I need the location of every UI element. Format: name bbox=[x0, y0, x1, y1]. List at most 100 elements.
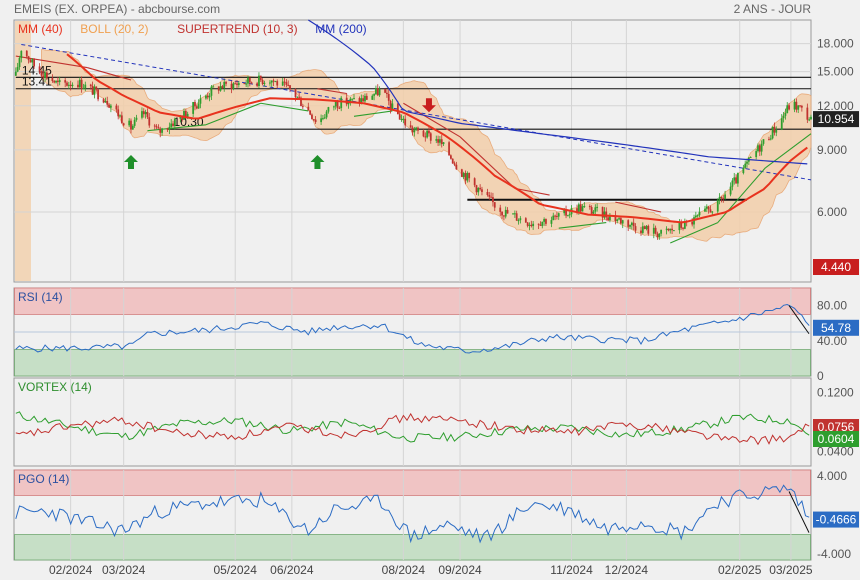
candle-body bbox=[545, 219, 547, 224]
supertrend-segment bbox=[353, 110, 393, 117]
candle-body bbox=[519, 218, 522, 221]
candle-body bbox=[630, 222, 633, 226]
candle-body bbox=[69, 84, 72, 87]
price-tick-label: 9.000 bbox=[817, 143, 847, 157]
vortex-plus-tag-bg bbox=[813, 431, 859, 447]
rsi-legend: RSI (14) bbox=[18, 290, 63, 304]
candle-body bbox=[276, 81, 279, 86]
pgo-legend: PGO (14) bbox=[18, 472, 69, 486]
pgo-last-tag-bg bbox=[813, 511, 859, 528]
candle-body bbox=[396, 103, 399, 115]
chart-header-title: EMEIS (EX. ORPEA) - abcbourse.com bbox=[14, 2, 220, 16]
price-start-highlight bbox=[15, 21, 31, 281]
candle-body bbox=[33, 58, 36, 67]
candle-body bbox=[296, 96, 299, 98]
candle-body bbox=[44, 72, 46, 78]
candle-body bbox=[556, 215, 558, 217]
candle-body bbox=[673, 230, 675, 232]
candle-body bbox=[323, 117, 326, 119]
candle-body bbox=[157, 127, 160, 129]
price-trendline bbox=[21, 43, 812, 181]
candle-body bbox=[42, 75, 45, 78]
candle-body bbox=[577, 204, 580, 213]
pgo-zone-low bbox=[14, 534, 811, 561]
mm200-line bbox=[307, 19, 808, 165]
candle-body bbox=[539, 224, 542, 226]
candle-body bbox=[91, 86, 94, 95]
candle-body bbox=[742, 167, 745, 174]
candle-body bbox=[645, 225, 648, 230]
candle-body bbox=[552, 215, 555, 221]
candle-body bbox=[720, 196, 723, 199]
price-legend-item: BOLL (20, 2) bbox=[80, 22, 148, 36]
x-tick-label: 12/2024 bbox=[605, 563, 649, 577]
candle-body bbox=[409, 125, 412, 128]
candle-body bbox=[109, 105, 112, 108]
candle-body bbox=[221, 86, 224, 89]
candle-body bbox=[731, 180, 734, 187]
candle-body bbox=[404, 118, 407, 126]
candle-body bbox=[197, 103, 200, 109]
candle-body bbox=[325, 111, 328, 118]
candle-body bbox=[66, 82, 68, 86]
candle-body bbox=[669, 228, 672, 231]
candle-body bbox=[643, 226, 646, 230]
candle-body bbox=[760, 143, 763, 152]
candle-body bbox=[614, 215, 617, 222]
x-tick-label: 08/2024 bbox=[382, 563, 426, 577]
candle-body bbox=[429, 133, 432, 141]
candle-body bbox=[166, 128, 169, 130]
candle-body bbox=[247, 77, 249, 84]
candle-body bbox=[733, 177, 736, 181]
candle-body bbox=[155, 126, 158, 128]
candle-body bbox=[758, 145, 761, 152]
candle-body bbox=[647, 225, 650, 234]
candle-body bbox=[97, 89, 99, 100]
candle-body bbox=[475, 185, 478, 193]
candle-body bbox=[300, 97, 302, 107]
candle-body bbox=[627, 220, 630, 227]
candle-body bbox=[479, 187, 482, 190]
candle-body bbox=[460, 169, 463, 177]
supertrend-segment bbox=[260, 102, 309, 112]
candle-body bbox=[245, 83, 248, 85]
candle-body bbox=[347, 102, 350, 105]
candle-body bbox=[415, 127, 418, 131]
candle-body bbox=[473, 178, 476, 186]
candle-body bbox=[336, 101, 339, 108]
candle-body bbox=[391, 103, 394, 110]
rsi-tick-label: 80.00 bbox=[817, 299, 847, 313]
candle-body bbox=[181, 116, 184, 120]
pgo-panel: -4.000 4.000 PGO (14) -0.4666 bbox=[13, 469, 859, 561]
x-tick-label: 06/2024 bbox=[270, 563, 314, 577]
candle-body bbox=[210, 86, 213, 96]
candle-body bbox=[250, 82, 253, 84]
candle-body bbox=[581, 206, 584, 212]
candle-body bbox=[179, 116, 182, 119]
candle-body bbox=[621, 220, 624, 224]
candle-body bbox=[718, 196, 721, 200]
supertrend-segment bbox=[764, 133, 812, 169]
candle-body bbox=[256, 83, 259, 86]
candle-body bbox=[579, 204, 582, 212]
candle-body bbox=[223, 81, 226, 89]
candle-body bbox=[417, 127, 419, 131]
candle-body bbox=[769, 138, 772, 140]
candle-body bbox=[353, 98, 355, 100]
candle-body bbox=[128, 120, 131, 126]
candle-body bbox=[230, 83, 233, 89]
candle-body bbox=[736, 173, 739, 184]
candle-body bbox=[386, 92, 388, 95]
price-last-tag-text: 10.954 bbox=[818, 112, 855, 126]
candle-body bbox=[652, 227, 655, 234]
candle-body bbox=[199, 98, 202, 104]
x-tick-label: 09/2024 bbox=[438, 563, 482, 577]
candle-body bbox=[705, 206, 708, 209]
rsi-tick-label: 0 bbox=[817, 369, 824, 383]
candle-body bbox=[281, 81, 284, 86]
price-tick-label: 15.000 bbox=[817, 65, 854, 79]
candle-body bbox=[371, 95, 374, 100]
price-legend-item: MM (40) bbox=[18, 22, 63, 36]
candle-body bbox=[466, 172, 469, 181]
rsi-panel: 0 40.00 80.00 RSI (14) 54.78 bbox=[13, 287, 859, 383]
